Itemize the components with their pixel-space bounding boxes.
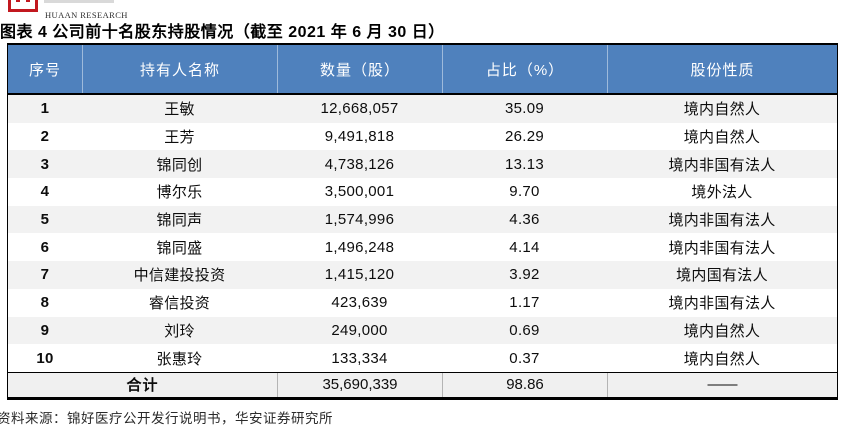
rank-cell: 8 [40,294,50,312]
holder-name-cell: 锦同盛 [156,239,203,257]
total-nature-cell: —— [607,372,837,397]
percent-cell: 4.14 [509,238,540,256]
holder-name-cell: 中信建投投资 [133,267,226,285]
rank-cell: 3 [40,155,50,173]
shareholder-table: 序号 持有人名称 数量（股） 占比（%） 股份性质 1 王敏 12,668,057 3… [7,43,838,400]
share-nature-cell: 境内自然人 [683,322,761,340]
rank-cell: 6 [40,238,50,256]
share-nature-cell: 境内非国有法人 [668,239,776,257]
quantity-cell: 4,738,126 [324,155,395,173]
table-row: 1 王敏 12,668,057 35.09 境内自然人 [8,95,837,123]
quantity-cell: 1,415,120 [324,266,395,284]
table-row: 3 锦同创 4,738,126 13.13 境内非国有法人 [8,150,837,179]
share-nature-cell: 境内自然人 [683,129,761,147]
holder-name-cell: 博尔乐 [156,184,203,202]
holder-name-cell: 刘玲 [164,322,195,340]
brand-subtitle: HUAAN RESEARCH [45,10,128,20]
quantity-cell: 12,668,057 [320,100,399,118]
table-row: 2 王芳 9,491,818 26.29 境内自然人 [8,123,837,151]
holder-name-cell: 睿信投资 [148,295,211,313]
rank-cell: 2 [40,128,50,146]
share-nature-cell: 境内自然人 [683,101,761,119]
total-label-cell: 合计 [126,377,159,395]
quantity-cell: 423,639 [331,294,388,312]
share-nature-cell: 境内非国有法人 [668,295,776,313]
quantity-cell: 3,500,001 [324,183,395,201]
rank-cell: 1 [40,100,50,118]
header-rank: 序号 [28,61,61,79]
holder-name-cell: 张惠玲 [156,350,203,368]
table-row: 8 睿信投资 423,639 1.17 境内非国有法人 [8,289,837,317]
table-row: 10 张惠玲 133,334 0.37 境内自然人 [8,344,837,372]
share-nature-cell: 境内国有法人 [676,267,768,285]
clipped-logo-text [44,0,114,3]
data-source-note: 资料来源：锦好医疗公开发行说明书，华安证券研究所 [0,411,333,426]
huaan-logo-icon [8,0,38,12]
rank-cell: 7 [40,266,50,284]
share-nature-cell: 境内自然人 [683,350,761,368]
holder-name-cell: 锦同创 [156,156,203,174]
quantity-cell: 9,491,818 [324,128,395,146]
percent-cell: 26.29 [504,128,545,146]
table-total-row: 合计 35,690,339 98.86 —— [8,371,837,400]
holder-name-cell: 王敏 [164,101,195,119]
percent-cell: 35.09 [504,100,545,118]
rank-cell: 10 [36,349,54,367]
percent-cell: 0.69 [509,321,540,339]
header-quantity: 数量（股） [277,45,442,93]
share-nature-cell: 境内非国有法人 [668,212,776,230]
quantity-cell: 1,496,248 [324,238,395,256]
total-percent-cell: 98.86 [442,372,607,397]
percent-cell: 9.70 [509,183,540,201]
table-row: 7 中信建投投资 1,415,120 3.92 境内国有法人 [8,261,837,289]
share-nature-cell: 境外法人 [691,184,753,202]
holder-name-cell: 王芳 [164,129,195,147]
rank-cell: 9 [40,321,50,339]
table-row: 9 刘玲 249,000 0.69 境内自然人 [8,316,837,345]
rank-cell: 4 [40,183,50,201]
percent-cell: 0.37 [509,349,540,367]
total-quantity-cell: 35,690,339 [277,372,442,397]
figure-title: 图表 4 公司前十名股东持股情况（截至 2021 年 6 月 30 日） [0,24,445,41]
rank-cell: 5 [40,211,50,229]
percent-cell: 4.36 [509,211,540,229]
header-holder-name: 持有人名称 [82,45,277,93]
share-nature-cell: 境内非国有法人 [668,156,776,174]
table-row: 4 博尔乐 3,500,001 9.70 境外法人 [8,178,837,206]
table-header-row: 序号 持有人名称 数量（股） 占比（%） 股份性质 [8,45,837,95]
table-row: 5 锦同声 1,574,996 4.36 境内非国有法人 [8,205,837,234]
quantity-cell: 133,334 [331,349,388,367]
percent-cell: 13.13 [504,155,545,173]
header-percent: 占比（%） [442,45,607,93]
quantity-cell: 249,000 [331,321,388,339]
holder-name-cell: 锦同声 [156,212,203,230]
percent-cell: 1.17 [509,294,540,312]
header-share-nature: 股份性质 [607,45,837,93]
quantity-cell: 1,574,996 [324,211,395,229]
table-row: 6 锦同盛 1,496,248 4.14 境内非国有法人 [8,233,837,261]
table-body: 1 王敏 12,668,057 35.09 境内自然人 2 王芳 9,491,818 26.29… [8,95,837,372]
percent-cell: 3.92 [509,266,540,284]
